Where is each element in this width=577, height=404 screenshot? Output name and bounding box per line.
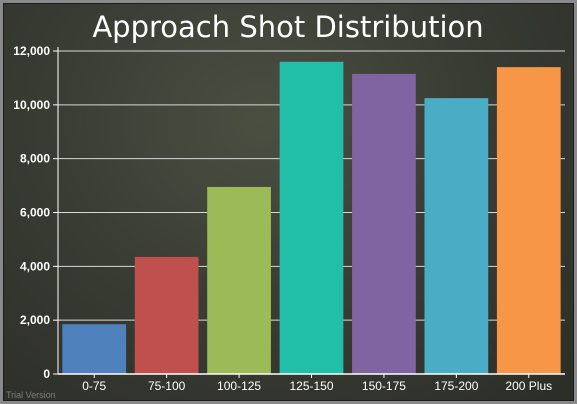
chart-title: Approach Shot Distribution <box>92 10 483 44</box>
watermark: Trial Version <box>6 390 56 400</box>
y-tick-label: 8,000 <box>20 152 50 166</box>
bar <box>352 73 416 375</box>
bars <box>62 61 561 375</box>
y-tick-label: 12,000 <box>13 44 50 58</box>
bar <box>424 98 489 375</box>
x-tick-label: 175-200 <box>434 379 478 393</box>
y-tick-label: 4,000 <box>20 259 50 273</box>
bar <box>279 61 344 375</box>
bar-chart: Approach Shot Distribution 0 2,000 4,000 6,… <box>6 10 565 400</box>
axes <box>57 47 565 378</box>
y-tick-label: 2,000 <box>20 313 50 327</box>
y-tick-label: 6,000 <box>20 206 50 220</box>
y-tick-label: 0 <box>43 367 50 381</box>
x-tick-label: 0-75 <box>82 379 106 393</box>
x-tick-label: 125-150 <box>289 379 333 393</box>
x-tick-label: 100-125 <box>217 379 261 393</box>
x-tick-label: 200 Plus <box>505 379 552 393</box>
tick-labels: 0 2,000 4,000 6,000 8,000 10,000 12,000 0-75 75-… <box>13 44 552 393</box>
bar <box>62 324 127 374</box>
y-tick-label: 10,000 <box>13 98 50 112</box>
x-tick-label: 75-100 <box>148 379 186 393</box>
bar <box>207 186 271 374</box>
bar <box>134 256 199 374</box>
bar <box>496 67 561 375</box>
x-tick-label: 150-175 <box>362 379 406 393</box>
